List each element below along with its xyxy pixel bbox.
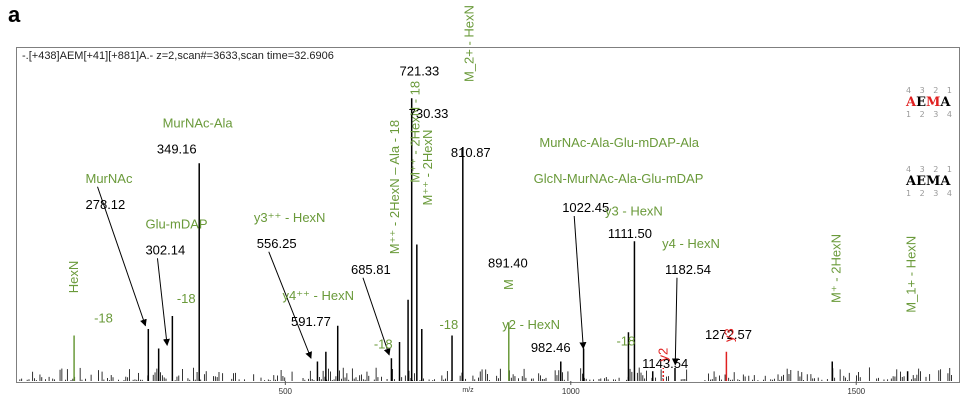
peak-annotation: y4 - HexN xyxy=(662,236,720,251)
peak-annotation: M⁺⁺ - 2HexN xyxy=(420,130,435,206)
peak-annotation: GlcN-MurNAc-Ala-Glu-mDAP xyxy=(534,171,704,186)
peak-annotation: M_1+ - HexN xyxy=(904,236,919,313)
annotation-arrow xyxy=(97,186,147,327)
peak-annotation: MurNAc-Ala-Glu-mDAP-Ala xyxy=(539,135,699,150)
annotation-arrow xyxy=(573,215,587,350)
peak-annotation: M_2+ - HexN xyxy=(462,5,477,82)
peak-annotation: 685.81 xyxy=(351,262,391,277)
peak-annotation: y2 xyxy=(655,348,670,362)
legend-letter: A xyxy=(906,95,917,110)
x-tick-label: 500 xyxy=(279,387,293,396)
peak-annotation: 556.25 xyxy=(257,236,297,251)
peak-annotation: 1143.54 xyxy=(642,356,688,371)
legend-bottom-sequence: AEMA xyxy=(906,174,951,189)
peak-annotation: -18 xyxy=(94,311,113,326)
panel-label: a xyxy=(8,2,21,27)
peak-annotation: -18 xyxy=(177,291,196,306)
legend-bottom-positions: 4 3 2 1 xyxy=(906,165,955,174)
peak-annotation: 730.33 xyxy=(409,106,449,121)
x-tick-label: 1500 xyxy=(847,387,865,396)
peak-annotation: 721.33 xyxy=(400,64,440,79)
annotation-arrow xyxy=(671,277,679,366)
peak-annotation: 349.16 xyxy=(157,142,197,157)
peak-annotation: 1022.45 xyxy=(562,200,609,215)
peak-annotation: M⁺ - 2HexN xyxy=(828,234,843,303)
peak-annotation: 1272.57 xyxy=(705,327,752,342)
peak-annotation: MurNAc xyxy=(86,171,133,186)
peak-annotation: y3⁺⁺ - HexN xyxy=(254,210,326,225)
peak-annotation: 1182.54 xyxy=(665,262,711,277)
legend-top-positions-bottom: 1 2 3 4 xyxy=(906,110,955,119)
legend-bottom-positions-bottom: 1 2 3 4 xyxy=(906,189,955,198)
peak-annotation: MurNAc-Ala xyxy=(163,116,234,131)
peak-annotation: 1111.50 xyxy=(608,226,652,241)
legend-fragment-bottom: 4 3 2 1 AEMA 1 2 3 4 xyxy=(906,165,955,198)
peak-annotation: y3 - HexN xyxy=(605,203,663,218)
plot-frame: HexN MurNAc 278.12 Glu-mDAP 302.14 -18 -18 MurN… xyxy=(16,5,960,396)
peak-annotation: M⁺⁺ - 2HexN - 18 xyxy=(407,81,422,183)
legend-top-positions: 4 3 2 1 xyxy=(906,86,955,95)
legend-letter: A xyxy=(940,95,951,110)
legend-letter: M xyxy=(926,95,941,110)
peak-annotation: 810.87 xyxy=(451,145,491,160)
peak-annotation: M xyxy=(501,279,516,290)
peak-annotation: 982.46 xyxy=(531,340,571,355)
peak-annotation: y4⁺⁺ - HexN xyxy=(282,288,354,303)
legend-letter: E xyxy=(916,95,927,110)
scan-header: -.[+438]AEM[+41][+881]A.- z=2,scan#=3633… xyxy=(22,50,334,62)
peak-annotation: 591.77 xyxy=(291,314,331,329)
annotation-arrow xyxy=(156,258,170,346)
peak-annotation: 278.12 xyxy=(86,197,126,212)
peak-annotation: M⁺⁺ - 2HexN – Ala - 18 xyxy=(387,120,402,254)
x-tick-label: 1000 xyxy=(562,387,580,396)
annotation-arrow xyxy=(268,251,312,359)
peak-annotation: 302.14 xyxy=(145,242,185,257)
peak-annotation: -18 xyxy=(616,333,635,348)
peak-annotation: Glu-mDAP xyxy=(145,216,207,231)
peak-annotation: -18 xyxy=(439,317,458,332)
peak-annotation: HexN xyxy=(66,261,81,294)
peak-annotation: y2 - HexN xyxy=(502,317,560,332)
legend-top-sequence: AEMA xyxy=(906,95,955,110)
peak-annotation: y3 xyxy=(721,328,736,342)
peak-annotation: 891.40 xyxy=(488,255,528,270)
mass-spectrum: HexN MurNAc 278.12 Glu-mDAP 302.14 -18 -18 MurN… xyxy=(19,5,952,396)
annotation-arrow xyxy=(362,277,391,356)
x-axis-label: m/z xyxy=(462,387,474,394)
legend-fragment-top: 4 3 2 1 AEMA 1 2 3 4 xyxy=(906,86,955,119)
peak-annotation: -18 xyxy=(374,337,393,352)
